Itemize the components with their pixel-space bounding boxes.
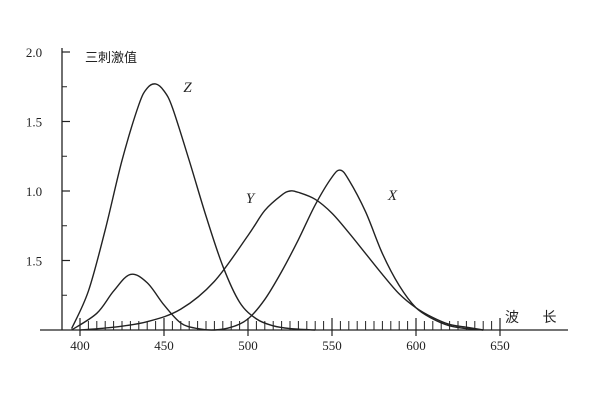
series-label-x: X [387, 188, 398, 204]
y-tick-label: 1.0 [26, 184, 42, 199]
series-label-y: Y [246, 191, 256, 207]
x-tick-label: 600 [406, 338, 426, 353]
x-tick-label: 400 [70, 338, 90, 353]
y-tick-label: 2.0 [26, 45, 42, 60]
axes [40, 48, 568, 331]
x-tick-label: 550 [322, 338, 342, 353]
x-axis-title: 波 长 [505, 310, 567, 326]
series-line-z [70, 83, 316, 331]
series-label-z: Z [183, 80, 192, 96]
series-lines [70, 83, 484, 331]
series-line-y [79, 190, 484, 331]
series-labels: Z Y X [183, 80, 397, 207]
x-tick-label: 500 [238, 338, 258, 353]
x-tick-label: 450 [154, 338, 174, 353]
y-axis-title: 三刺激值 [85, 50, 137, 65]
tick-marks [62, 51, 501, 336]
x-tick-label: 650 [490, 338, 510, 353]
y-tick-label: 1.5 [26, 254, 42, 269]
series-line-x [71, 169, 484, 331]
tick-labels: 400 450 500 550 600 650 1.5 1.0 1.5 2.0 [26, 45, 510, 353]
y-tick-label: 1.5 [26, 115, 42, 130]
